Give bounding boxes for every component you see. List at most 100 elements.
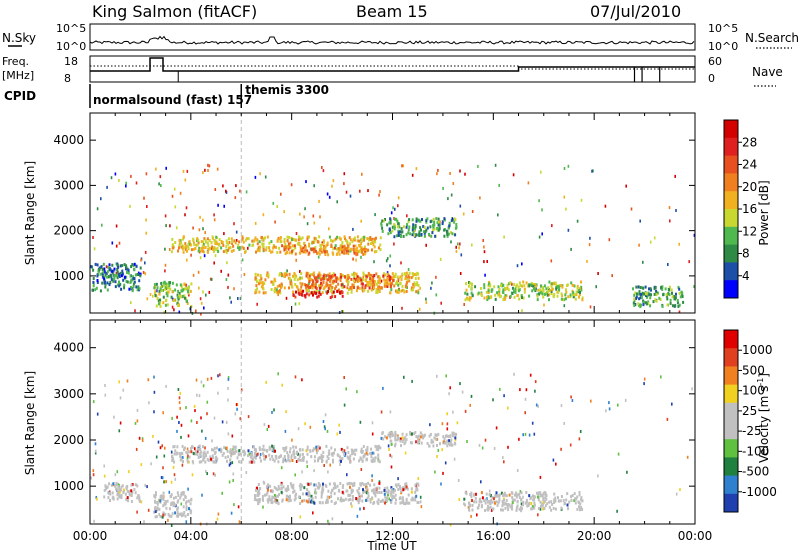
- power-region-cell: [310, 291, 313, 295]
- power-region-cell: [97, 269, 100, 273]
- velocity-scatter-point: [141, 439, 144, 442]
- power-region-cell: [409, 232, 412, 236]
- power-region-cell: [171, 290, 174, 294]
- velocity-region-cell: [500, 508, 502, 512]
- velocity-scatter-point: [437, 448, 440, 452]
- velocity-region-cell: [451, 443, 454, 447]
- velocity-scatter-point: [211, 439, 213, 443]
- power-scatter-point: [326, 192, 329, 196]
- power-region-cell: [116, 276, 119, 280]
- power-region-cell: [321, 283, 324, 287]
- velocity-region-cell: [542, 492, 545, 496]
- power-region-cell: [381, 229, 384, 233]
- power-region-cell: [306, 271, 308, 275]
- velocity-region-cell: [130, 494, 133, 497]
- velocity-scatter-point: [135, 447, 138, 451]
- power-region-cell: [105, 275, 108, 279]
- velocity-region-cell: [495, 500, 498, 504]
- power-region-cell: [276, 239, 279, 243]
- velocity-region-cell: [318, 446, 321, 450]
- power-colorbar-label-1: 24: [742, 158, 757, 172]
- velocity-region-cell: [443, 437, 446, 441]
- power-region-cell: [270, 288, 273, 291]
- power-region-cell: [162, 284, 165, 288]
- velocity-scatter-point: [96, 497, 98, 501]
- power-scatter-point: [494, 163, 497, 167]
- velocity-region-cell: [168, 507, 171, 511]
- velocity-region-cell: [491, 495, 494, 499]
- velocity-region-cell: [396, 438, 399, 442]
- velocity-region-cell: [455, 432, 458, 436]
- power-region-cell: [296, 278, 299, 282]
- power-region-cell: [158, 302, 160, 306]
- velocity-region-cell: [120, 494, 123, 498]
- velocity-scatter-point: [247, 415, 250, 419]
- power-scatter-point: [205, 293, 207, 297]
- velocity-region-cell: [116, 488, 119, 492]
- velocity-scatter-point: [144, 483, 146, 487]
- power-region-cell: [162, 295, 165, 299]
- velocity-scatter-point: [445, 374, 447, 378]
- velocity-scatter-point: [616, 509, 618, 513]
- velocity-scatter-point: [356, 390, 358, 394]
- velocity-region-cell: [187, 499, 190, 503]
- velocity-region-cell: [391, 494, 394, 498]
- power-region-cell: [639, 305, 642, 309]
- velocity-region-cell: [292, 451, 295, 455]
- velocity-scatter-point: [206, 412, 208, 416]
- velocity-scatter-point: [153, 390, 156, 394]
- power-scatter-point: [295, 232, 298, 235]
- velocity-region-cell: [164, 512, 167, 516]
- velocity-region-cell: [155, 493, 157, 497]
- power-region-cell: [133, 280, 136, 284]
- velocity-region-cell: [374, 494, 377, 498]
- velocity-region-cell: [444, 441, 447, 445]
- power-region-cell: [646, 295, 648, 299]
- power-region-cell: [281, 244, 284, 248]
- power-scatter-point: [374, 213, 376, 217]
- power-region-cell: [320, 247, 323, 251]
- velocity-region-cell: [533, 498, 536, 502]
- power-region-cell: [645, 302, 648, 306]
- power-region-cell: [370, 242, 372, 245]
- power-region-cell: [483, 286, 486, 290]
- velocity-scatter-point: [201, 429, 203, 433]
- power-region-cell: [300, 285, 303, 289]
- power-scatter-point: [459, 272, 462, 275]
- power-region-cell: [393, 235, 396, 239]
- power-region-cell: [183, 296, 186, 300]
- power-region-cell: [504, 296, 507, 300]
- velocity-region-cell: [448, 439, 451, 443]
- power-region-cell: [264, 291, 267, 295]
- velocity-scatter-point: [624, 398, 627, 402]
- velocity-scatter-point: [537, 513, 539, 517]
- power-scatter-point: [352, 227, 354, 231]
- velocity-scatter-point: [273, 408, 275, 412]
- velocity-scatter-point: [339, 430, 341, 434]
- power-region-cell: [486, 298, 489, 302]
- velocity-scatter-point: [95, 496, 98, 499]
- power-region-cell: [325, 284, 328, 288]
- velocity-scatter-point: [534, 380, 537, 384]
- velocity-region-cell: [108, 491, 111, 495]
- velocity-region-cell: [340, 457, 343, 461]
- power-scatter-point: [230, 300, 232, 304]
- velocity-region-cell: [287, 499, 290, 503]
- velocity-region-cell: [433, 436, 436, 440]
- power-region-cell: [425, 220, 428, 224]
- velocity-region-cell: [184, 514, 187, 518]
- velocity-region-cell: [353, 481, 356, 485]
- power-region-cell: [318, 235, 321, 239]
- power-region-cell: [393, 223, 396, 227]
- power-region-cell: [391, 272, 394, 276]
- velocity-region-cell: [481, 496, 484, 500]
- power-region-cell: [340, 283, 343, 287]
- power-region-cell: [396, 290, 398, 294]
- velocity-region-cell: [342, 484, 345, 488]
- power-region-cell: [121, 264, 124, 267]
- velocity-region-cell: [270, 498, 273, 502]
- velocity-region-cell: [207, 458, 210, 462]
- power-region-cell: [280, 282, 283, 286]
- power-region-cell: [578, 293, 581, 296]
- power-region-cell: [289, 241, 292, 245]
